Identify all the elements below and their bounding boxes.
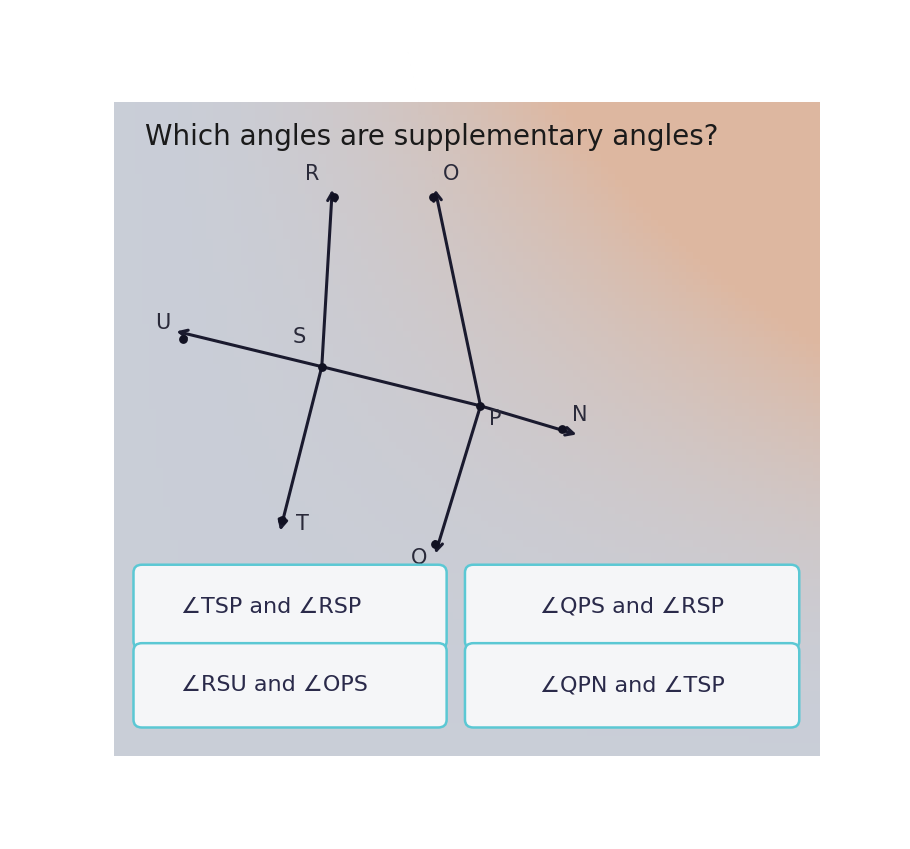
- Text: ∠TSP and ∠RSP: ∠TSP and ∠RSP: [181, 597, 361, 617]
- Point: [554, 422, 569, 436]
- Text: ∠QPN and ∠TSP: ∠QPN and ∠TSP: [540, 675, 724, 695]
- Point: [328, 190, 342, 204]
- Point: [426, 190, 440, 204]
- Text: O: O: [443, 164, 460, 183]
- Text: N: N: [572, 406, 588, 425]
- Text: ∠RSU and ∠OPS: ∠RSU and ∠OPS: [181, 675, 368, 695]
- Point: [315, 360, 329, 374]
- Text: R: R: [306, 164, 319, 183]
- Text: T: T: [297, 514, 309, 534]
- Text: P: P: [489, 409, 501, 429]
- Point: [275, 514, 289, 527]
- Text: S: S: [293, 327, 307, 347]
- Point: [473, 399, 488, 413]
- Text: Q: Q: [411, 548, 428, 568]
- FancyBboxPatch shape: [465, 565, 799, 649]
- Point: [176, 332, 190, 346]
- Text: U: U: [155, 313, 170, 334]
- FancyBboxPatch shape: [134, 565, 447, 649]
- Text: Which angles are supplementary angles?: Which angles are supplementary angles?: [146, 123, 719, 151]
- FancyBboxPatch shape: [465, 644, 799, 728]
- Point: [428, 537, 442, 551]
- Text: ∠QPS and ∠RSP: ∠QPS and ∠RSP: [541, 597, 724, 617]
- FancyBboxPatch shape: [134, 644, 447, 728]
